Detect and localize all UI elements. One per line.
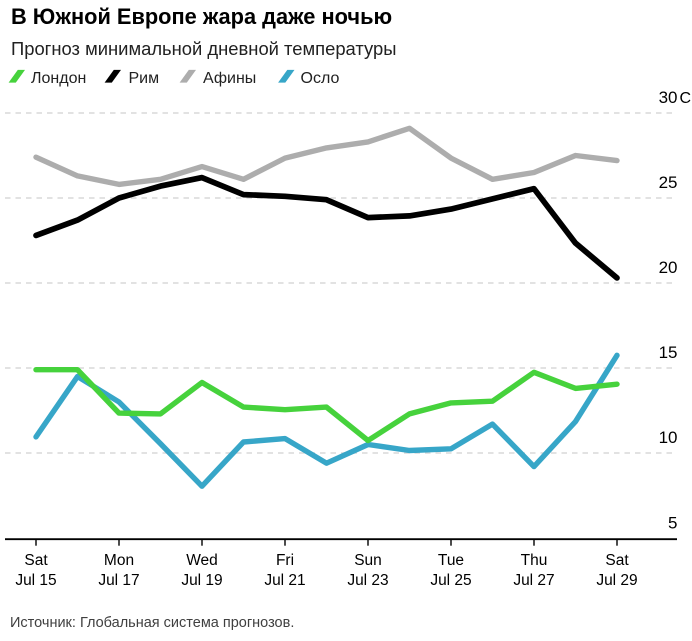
svg-text:В Южной Европе жара даже ночью: В Южной Европе жара даже ночью	[11, 4, 392, 29]
svg-text:Источник: Глобальная система п: Источник: Глобальная система прогнозов.	[10, 615, 294, 631]
svg-text:15: 15	[659, 343, 678, 362]
svg-text:Sun: Sun	[354, 552, 382, 569]
svg-text:Jul 23: Jul 23	[347, 572, 388, 589]
svg-text:Прогноз минимальной дневной те: Прогноз минимальной дневной температуры	[11, 38, 396, 59]
svg-text:Jul 17: Jul 17	[98, 572, 139, 589]
svg-text:Рим: Рим	[129, 70, 160, 87]
svg-text:20: 20	[659, 258, 678, 277]
svg-text:C: C	[680, 90, 692, 107]
svg-text:5: 5	[668, 514, 677, 533]
svg-text:Mon: Mon	[104, 552, 134, 569]
svg-text:30: 30	[659, 88, 678, 107]
svg-text:Jul 29: Jul 29	[596, 572, 637, 589]
svg-text:Jul 25: Jul 25	[430, 572, 471, 589]
svg-text:Sat: Sat	[24, 552, 48, 569]
svg-text:Tue: Tue	[438, 552, 464, 569]
svg-text:Fri: Fri	[276, 552, 294, 569]
svg-text:Jul 27: Jul 27	[513, 572, 554, 589]
svg-text:Лондон: Лондон	[31, 70, 86, 87]
svg-text:10: 10	[659, 428, 678, 447]
svg-text:Осло: Осло	[301, 70, 340, 87]
svg-text:Thu: Thu	[521, 552, 548, 569]
svg-text:Jul 15: Jul 15	[15, 572, 56, 589]
svg-text:Wed: Wed	[186, 552, 218, 569]
svg-text:25: 25	[659, 173, 678, 192]
svg-text:Sat: Sat	[605, 552, 629, 569]
svg-text:Афины: Афины	[203, 70, 256, 87]
svg-text:Jul 19: Jul 19	[181, 572, 222, 589]
svg-text:Jul 21: Jul 21	[264, 572, 305, 589]
